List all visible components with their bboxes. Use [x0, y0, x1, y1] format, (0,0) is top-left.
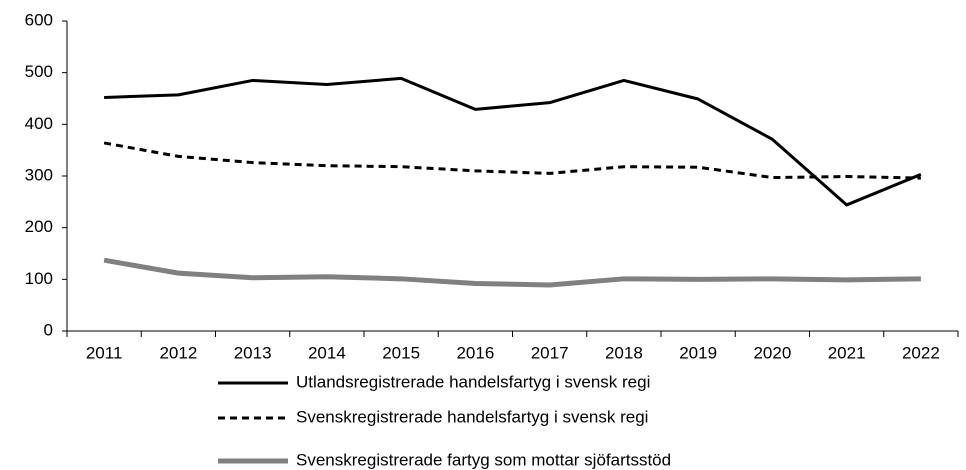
series-line [103, 257, 921, 288]
x-tick-label: 2014 [308, 343, 346, 362]
y-tick-label: 200 [25, 217, 53, 236]
y-tick-label: 300 [25, 165, 53, 184]
x-tick-label: 2015 [382, 343, 420, 362]
y-tick-label: 0 [44, 320, 53, 339]
x-tick-label: 2017 [531, 343, 569, 362]
x-tick-label: 2013 [234, 343, 272, 362]
legend-label: Utlandsregistrerade handelsfartyg i sven… [296, 372, 650, 391]
x-tick-label: 2022 [902, 343, 940, 362]
legend-label: Svenskregistrerade handelsfartyg i svens… [296, 407, 648, 426]
x-tick-label: 2019 [679, 343, 717, 362]
x-tick-label: 2016 [456, 343, 494, 362]
legend-label: Svenskregistrerade fartyg som mottar sjö… [296, 450, 671, 469]
y-tick-label: 100 [25, 269, 53, 288]
y-tick-label: 600 [25, 10, 53, 29]
series-line [104, 76, 922, 207]
x-tick-label: 2021 [828, 343, 866, 362]
y-tick-label: 400 [25, 114, 53, 133]
series-line [103, 141, 921, 180]
x-tick-label: 2011 [86, 343, 123, 362]
x-tick-label: 2018 [605, 343, 643, 362]
y-tick-label: 500 [25, 62, 53, 81]
x-tick-label: 2012 [159, 343, 197, 362]
x-tick-label: 2020 [753, 343, 791, 362]
